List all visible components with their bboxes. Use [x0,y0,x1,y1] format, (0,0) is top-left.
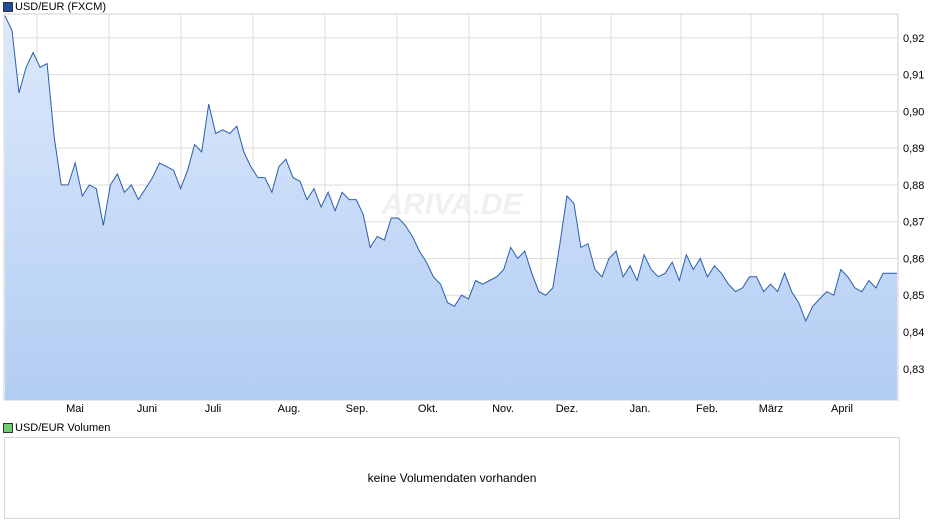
watermark-logo: ARIVA.DE [380,188,523,221]
price-legend-label: USD/EUR (FXCM) [15,1,107,13]
x-tick-label: Dez. [556,403,579,415]
y-tick-label: 0,91 [903,70,924,82]
volume-panel: keine Volumendaten vorhanden [4,437,900,519]
x-tick-label: Feb. [696,403,718,415]
y-tick-label: 0,92 [903,33,924,45]
price-line [4,15,897,323]
x-tick-label: Okt. [418,403,438,415]
x-tick-label: Nov. [492,403,514,415]
volume-legend-swatch [3,423,13,433]
price-legend-swatch [3,2,13,12]
y-tick-label: 0,84 [903,327,924,339]
x-axis-ticks: Mai Juni Juli Aug. Sep. Okt. Nov. Dez. Jan. Feb. M… [66,403,853,415]
x-tick-label: Juli [205,403,222,415]
y-axis-ticks: 0,83 0,84 0,85 0,86 0,87 0,88 0,89 0,90 0,91 0,92 [903,33,924,376]
x-tick-label: Jan. [630,403,651,415]
x-tick-label: Mai [66,403,84,415]
y-tick-label: 0,88 [903,180,924,192]
y-tick-label: 0,86 [903,253,924,265]
x-tick-label: April [831,403,853,415]
price-area [5,15,897,401]
volume-legend-label: USD/EUR Volumen [15,422,111,434]
x-tick-label: März [759,403,783,415]
y-tick-label: 0,87 [903,217,924,229]
y-tick-label: 0,90 [903,106,924,118]
no-volume-message: keine Volumendaten vorhanden [367,471,537,485]
y-tick-label: 0,85 [903,290,924,302]
x-tick-label: Aug. [278,403,301,415]
y-tick-label: 0,83 [903,364,924,376]
y-tick-label: 0,89 [903,143,924,155]
x-tick-label: Sep. [346,403,369,415]
x-tick-label: Juni [137,403,157,415]
